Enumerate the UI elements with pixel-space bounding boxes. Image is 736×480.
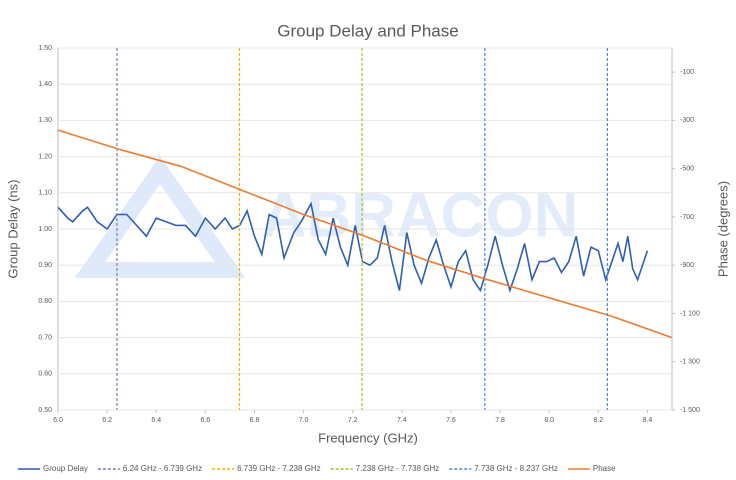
x-axis-label: Frequency (GHz): [318, 430, 418, 445]
x-tick-label: 6.4: [151, 417, 161, 424]
y-tick-label: 1.20: [38, 153, 52, 160]
x-tick-label: 7.0: [299, 417, 309, 424]
y-axis-label: Group Delay (ns): [5, 180, 20, 279]
x-tick-label: 7.8: [495, 417, 505, 424]
legend-label: 7.238 GHz - 7.738 GHz: [356, 464, 440, 473]
y-tick-label: 1.40: [38, 81, 52, 88]
y-tick-label: 0.70: [38, 334, 52, 341]
y-tick-label: 0.60: [38, 371, 52, 378]
x-tick-label: 8.0: [544, 417, 554, 424]
x-tick-label: 6.2: [102, 417, 112, 424]
y2-tick-label: -300: [680, 117, 694, 124]
y2-tick-label: -100: [680, 69, 694, 76]
y2-axis-label: Phase (degrees): [715, 181, 730, 277]
y-tick-label: 1.50: [38, 45, 52, 52]
y-tick-label: 0.80: [38, 298, 52, 305]
legend-label: 6.24 GHz - 6.739 GHz: [123, 464, 202, 473]
x-tick-label: 6.0: [53, 417, 63, 424]
y2-tick-label: -700: [680, 214, 694, 221]
x-tick-label: 7.2: [348, 417, 358, 424]
y-tick-label: 0.90: [38, 262, 52, 269]
x-tick-label: 7.6: [446, 417, 456, 424]
y2-tick-label: -1 300: [680, 359, 700, 366]
y-tick-label: 0.50: [38, 407, 52, 414]
x-tick-label: 8.4: [643, 417, 653, 424]
y-tick-label: 1.10: [38, 190, 52, 197]
y2-tick-label: -900: [680, 262, 694, 269]
legend-label: Phase: [593, 464, 616, 473]
chart-title: Group Delay and Phase: [277, 21, 458, 40]
legend-label: 7.738 GHz - 8.237 GHz: [474, 464, 558, 473]
y2-tick-label: -1 500: [680, 407, 700, 414]
legend-label: Group Delay: [43, 464, 88, 473]
y2-tick-label: -500: [680, 166, 694, 173]
x-tick-label: 6.6: [200, 417, 210, 424]
x-tick-label: 6.8: [250, 417, 260, 424]
watermark-logo: [74, 156, 246, 278]
y-tick-label: 1.00: [38, 226, 52, 233]
legend-label: 6.739 GHz - 7.238 GHz: [237, 464, 321, 473]
y2-tick-label: -1 100: [680, 310, 700, 317]
y-tick-label: 1.30: [38, 117, 52, 124]
series-line: [57, 129, 673, 339]
x-tick-label: 8.2: [593, 417, 603, 424]
x-tick-label: 7.4: [397, 417, 407, 424]
